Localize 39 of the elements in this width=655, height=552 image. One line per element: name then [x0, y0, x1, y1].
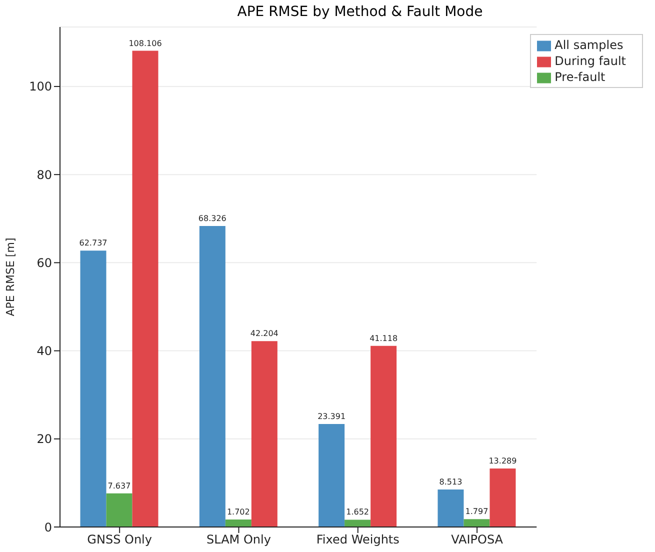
- y-tick-label: 100: [29, 80, 52, 94]
- data-label: 62.737: [79, 238, 108, 248]
- bar: [106, 493, 132, 527]
- data-label: 13.289: [488, 456, 517, 466]
- y-axis-title: APE RMSE [m]: [4, 238, 17, 316]
- data-label: 8.513: [439, 478, 462, 486]
- bar: [464, 519, 490, 527]
- bar: [225, 520, 252, 527]
- chart-title: APE RMSE by Method & Fault Mode: [236, 4, 484, 20]
- bar: [251, 341, 278, 527]
- y-tick-label: 80: [36, 168, 52, 182]
- data-label: 41.118: [370, 334, 398, 343]
- data-label: 1.702: [226, 508, 250, 516]
- data-label: 1.797: [465, 507, 488, 516]
- data-label: 68.326: [198, 214, 226, 224]
- bar: [132, 50, 158, 527]
- bar: [370, 346, 397, 527]
- data-label: 42.204: [250, 329, 278, 338]
- data-label: 23.391: [318, 412, 346, 421]
- x-tick-label: GNSS Only: [87, 532, 152, 547]
- bar: [80, 250, 106, 527]
- y-tick-label: 20: [36, 432, 52, 446]
- bar: [318, 424, 345, 527]
- y-tick-label: 0: [44, 520, 52, 534]
- x-tick-label: SLAM Only: [206, 532, 271, 547]
- data-label: 7.637: [108, 481, 131, 490]
- bar: [438, 490, 464, 527]
- x-tick-label: VAIPOSA: [451, 532, 504, 547]
- legend-label: During fault: [554, 54, 626, 68]
- y-tick-label: 60: [36, 256, 52, 270]
- y-tick-label: 40: [36, 344, 52, 358]
- legend-label: All samples: [554, 38, 624, 52]
- bar: [199, 226, 226, 527]
- data-label: 1.652: [346, 508, 370, 517]
- data-label: 108.106: [128, 38, 162, 48]
- bar: [344, 520, 371, 527]
- legend-label: Pre-fault: [554, 70, 606, 84]
- x-tick-label: Fixed Weights: [316, 532, 400, 547]
- bar: [490, 468, 516, 527]
